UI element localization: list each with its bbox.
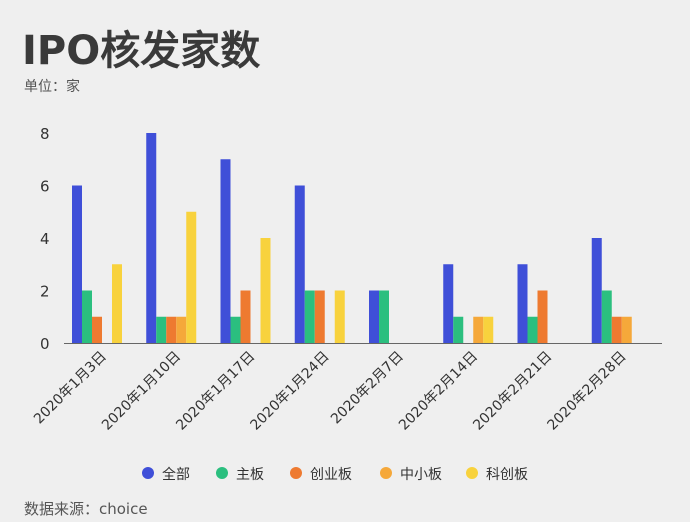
- y-tick-label: 2: [40, 283, 50, 301]
- bar-创业板: [166, 316, 177, 343]
- bar-中小板: [176, 316, 187, 343]
- legend-label: 科创板: [486, 467, 528, 483]
- legend: 全部 主板 创业板 中小板 科创板: [142, 466, 528, 483]
- x-tick-label: 2020年1月24日: [247, 349, 332, 434]
- bar-主板: [156, 316, 167, 343]
- bar-主板: [82, 290, 92, 343]
- legend-label: 中小板: [400, 467, 442, 483]
- bar-科创板: [334, 290, 345, 343]
- bar-全部: [294, 185, 305, 343]
- x-tick-label: 2020年1月17日: [173, 349, 258, 434]
- bar-主板: [379, 290, 389, 343]
- bar-主板: [230, 316, 241, 343]
- x-tick-label: 2020年1月10日: [99, 349, 184, 434]
- bar-主板: [453, 316, 464, 343]
- x-tick-label: 2020年2月28日: [544, 349, 629, 434]
- bar-创业板: [314, 290, 325, 343]
- bar-科创板: [112, 264, 122, 343]
- bar-创业板: [537, 290, 548, 343]
- y-tick-label: 8: [40, 125, 50, 143]
- x-axis: 2020年1月3日2020年1月10日2020年1月17日2020年1月24日2…: [31, 349, 630, 434]
- legend-label: 全部: [162, 466, 190, 483]
- x-tick-label: 2020年2月21日: [470, 349, 555, 434]
- bar-全部: [369, 290, 379, 343]
- chart-title: IPO核发家数: [22, 28, 261, 74]
- x-tick-label: 2020年2月14日: [396, 349, 481, 434]
- legend-marker: [380, 467, 392, 479]
- bar-主板: [304, 290, 315, 343]
- bar-中小板: [621, 316, 632, 343]
- legend-marker: [216, 467, 228, 479]
- legend-marker: [466, 467, 478, 479]
- data-source: 数据来源：choice: [24, 500, 148, 518]
- bar-科创板: [260, 238, 271, 343]
- y-tick-label: 4: [40, 230, 50, 248]
- bar-全部: [591, 238, 602, 343]
- bar-全部: [72, 185, 82, 343]
- bar-创业板: [611, 316, 622, 343]
- bar-主板: [527, 316, 538, 343]
- legend-marker: [142, 467, 154, 479]
- x-tick-label: 2020年1月3日: [31, 349, 110, 428]
- bar-科创板: [186, 211, 197, 343]
- legend-marker: [290, 467, 302, 479]
- bar-科创板: [483, 316, 494, 343]
- bar-中小板: [473, 316, 484, 343]
- bar-全部: [443, 264, 454, 343]
- legend-label: 创业板: [310, 467, 352, 483]
- bar-创业板: [92, 316, 102, 343]
- bar-主板: [601, 290, 612, 343]
- bar-创业板: [240, 290, 251, 343]
- legend-label: 主板: [236, 467, 264, 483]
- y-tick-label: 0: [40, 335, 50, 353]
- y-tick-label: 6: [40, 178, 50, 196]
- bar-全部: [517, 264, 528, 343]
- bars-group: [72, 133, 632, 343]
- y-axis: 0 2 4 6 8: [40, 125, 50, 353]
- x-tick-label: 2020年2月7日: [328, 349, 407, 428]
- bar-全部: [146, 133, 157, 343]
- unit-label: 单位：家: [24, 79, 80, 95]
- bar-全部: [220, 159, 231, 343]
